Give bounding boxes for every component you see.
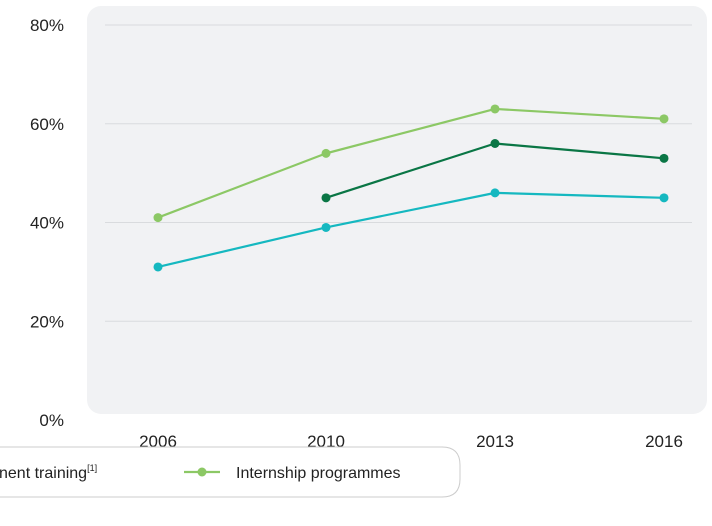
x-tick-label: 2013 <box>476 432 514 451</box>
y-tick-label: 60% <box>30 115 64 134</box>
data-point <box>659 153 669 163</box>
y-tick-label: 0% <box>39 411 64 430</box>
data-point <box>659 193 669 203</box>
legend-label-internship: Internship programmes <box>236 465 401 482</box>
data-point <box>153 262 163 272</box>
series-0 <box>153 104 669 223</box>
y-axis: 0% 20% 40% 60% 80% <box>30 16 64 430</box>
x-axis: 2006 2010 2013 2016 <box>139 432 683 451</box>
data-point <box>153 213 163 223</box>
y-tick-label: 20% <box>30 312 64 331</box>
series-line <box>157 107 665 219</box>
legend-box <box>0 446 461 498</box>
data-point <box>490 188 500 198</box>
series-2 <box>153 188 669 272</box>
data-point <box>490 139 500 148</box>
data-point <box>321 193 331 203</box>
x-tick-label: 2016 <box>645 432 683 451</box>
legend-label-training: nent training[1] <box>0 463 97 482</box>
gridlines <box>105 24 692 322</box>
data-point <box>659 114 669 124</box>
y-tick-label: 40% <box>30 214 64 233</box>
series-line <box>157 191 665 269</box>
data-point <box>321 222 331 232</box>
data-point <box>490 104 500 114</box>
legend: nent training[1] Internship programmes <box>0 446 461 498</box>
series-lines <box>153 104 669 272</box>
plot-background <box>87 6 707 414</box>
data-point <box>321 148 331 158</box>
y-tick-label: 80% <box>30 16 64 35</box>
x-tick-label: 2010 <box>307 432 345 451</box>
series-1 <box>321 139 669 203</box>
x-tick-label: 2006 <box>139 432 177 451</box>
legend-marker-internship <box>197 467 207 477</box>
